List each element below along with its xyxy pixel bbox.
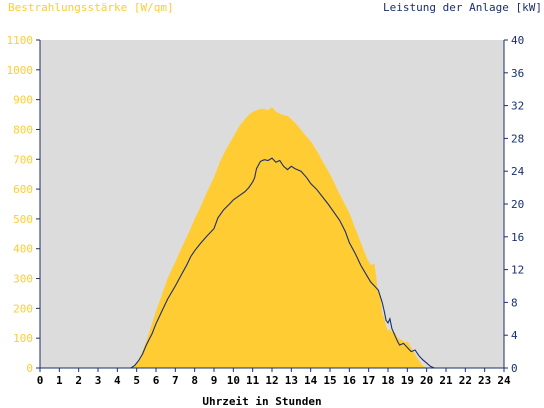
x-tick-label: 3 [95, 374, 102, 387]
x-tick-label: 20 [420, 374, 433, 387]
x-tick-label: 4 [114, 374, 121, 387]
x-tick-label: 1 [56, 374, 63, 387]
left-tick-label: 300 [13, 273, 33, 286]
axes-layer: 0100200300400500600700800900100011000481… [7, 34, 525, 387]
left-axis-title: Bestrahlungsstärke [W/qm] [8, 1, 174, 14]
power-line [40, 157, 504, 369]
x-tick-label: 2 [75, 374, 82, 387]
x-tick-label: 5 [133, 374, 140, 387]
right-tick-label: 12 [511, 264, 524, 277]
left-tick-label: 1100 [7, 34, 34, 47]
x-tick-label: 6 [153, 374, 160, 387]
x-axis-title: Uhrzeit in Stunden [202, 395, 321, 408]
left-tick-label: 500 [13, 213, 33, 226]
right-tick-label: 28 [511, 132, 524, 145]
left-tick-label: 600 [13, 183, 33, 196]
x-tick-label: 16 [343, 374, 357, 387]
x-tick-label: 11 [246, 374, 260, 387]
x-tick-label: 8 [191, 374, 198, 387]
left-tick-label: 400 [13, 243, 33, 256]
x-tick-label: 9 [211, 374, 218, 387]
right-tick-label: 16 [511, 231, 524, 244]
right-tick-label: 40 [511, 34, 524, 47]
left-tick-label: 100 [13, 332, 33, 345]
left-tick-label: 700 [13, 153, 33, 166]
left-tick-label: 200 [13, 302, 33, 315]
x-tick-label: 0 [37, 374, 44, 387]
series-layer [40, 107, 504, 369]
x-tick-label: 17 [362, 374, 375, 387]
x-tick-label: 19 [401, 374, 414, 387]
x-tick-label: 23 [478, 374, 491, 387]
x-tick-label: 15 [323, 374, 336, 387]
x-tick-label: 10 [227, 374, 240, 387]
left-tick-label: 0 [26, 362, 33, 375]
right-tick-label: 36 [511, 67, 524, 80]
left-tick-label: 900 [13, 94, 33, 107]
right-tick-label: 8 [511, 296, 518, 309]
right-tick-label: 24 [511, 165, 525, 178]
x-tick-label: 12 [265, 374, 278, 387]
x-tick-label: 14 [304, 374, 318, 387]
right-axis-title: Leistung der Anlage [kW] [383, 1, 542, 14]
right-tick-label: 0 [511, 362, 518, 375]
x-tick-label: 18 [381, 374, 394, 387]
right-tick-label: 32 [511, 100, 524, 113]
irradiance-area [40, 107, 504, 368]
right-tick-label: 4 [511, 329, 518, 342]
right-tick-label: 20 [511, 198, 524, 211]
x-tick-label: 22 [459, 374, 472, 387]
left-tick-label: 800 [13, 123, 33, 136]
x-tick-label: 13 [285, 374, 298, 387]
left-tick-label: 1000 [7, 64, 34, 77]
x-tick-label: 21 [439, 374, 453, 387]
x-tick-label: 7 [172, 374, 179, 387]
x-tick-label: 24 [497, 374, 511, 387]
